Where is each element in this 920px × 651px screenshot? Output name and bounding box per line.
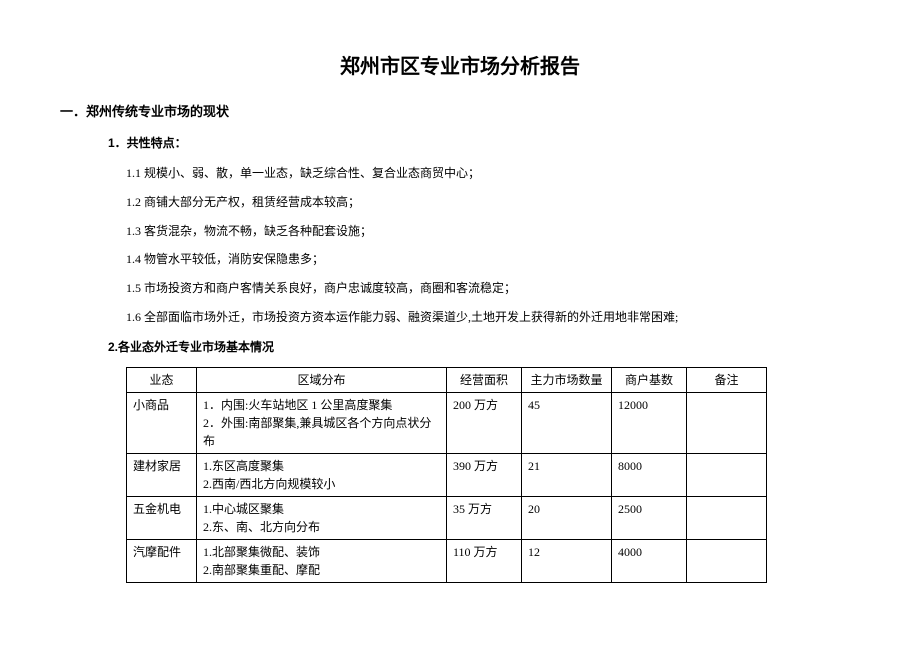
cell-base: 8000 (612, 453, 687, 496)
th-area: 经营面积 (447, 367, 522, 392)
body-line: 1.5 市场投资方和商户客情关系良好，商户忠诚度较高，商圈和客流稳定； (126, 280, 860, 297)
th-count: 主力市场数量 (522, 367, 612, 392)
table-row: 建材家居 1.东区高度聚集2.西南/西北方向规模较小 390 万方 21 800… (127, 453, 767, 496)
body-line: 1.4 物管水平较低，消防安保隐患多； (126, 251, 860, 268)
cell-dist: 1．内围:火车站地区 1 公里高度聚集2．外围:南部聚集,兼具城区各个方向点状分… (197, 392, 447, 453)
body-line: 1.2 商铺大部分无产权，租赁经营成本较高； (126, 194, 860, 211)
cell-count: 21 (522, 453, 612, 496)
cell-note (687, 392, 767, 453)
body-line: 1.1 规模小、弱、散，单一业态，缺乏综合性、复合业态商贸中心； (126, 165, 860, 182)
table-row: 汽摩配件 1.北部聚集微配、装饰2.南部聚集重配、摩配 110 万方 12 40… (127, 539, 767, 582)
th-distribution: 区域分布 (197, 367, 447, 392)
cell-note (687, 539, 767, 582)
table-row: 五金机电 1.中心城区聚集2.东、南、北方向分布 35 万方 20 2500 (127, 496, 767, 539)
document-page: 郑州市区专业市场分析报告 一．郑州传统专业市场的现状 1．共性特点： 1.1 规… (0, 0, 920, 603)
cell-cat: 汽摩配件 (127, 539, 197, 582)
sub-heading-1: 1．共性特点： (108, 134, 860, 151)
cell-area: 110 万方 (447, 539, 522, 582)
section-1-heading: 一．郑州传统专业市场的现状 (60, 101, 860, 120)
cell-dist: 1.中心城区聚集2.东、南、北方向分布 (197, 496, 447, 539)
cell-area: 390 万方 (447, 453, 522, 496)
cell-count: 20 (522, 496, 612, 539)
cell-count: 45 (522, 392, 612, 453)
cell-cat: 建材家居 (127, 453, 197, 496)
cell-area: 35 万方 (447, 496, 522, 539)
doc-title: 郑州市区专业市场分析报告 (60, 50, 860, 79)
cell-count: 12 (522, 539, 612, 582)
table-row: 小商品 1．内围:火车站地区 1 公里高度聚集2．外围:南部聚集,兼具城区各个方… (127, 392, 767, 453)
cell-area: 200 万方 (447, 392, 522, 453)
body-line: 1.3 客货混杂，物流不畅，缺乏各种配套设施； (126, 223, 860, 240)
cell-base: 4000 (612, 539, 687, 582)
cell-note (687, 453, 767, 496)
cell-note (687, 496, 767, 539)
cell-cat: 五金机电 (127, 496, 197, 539)
th-note: 备注 (687, 367, 767, 392)
market-table: 业态 区域分布 经营面积 主力市场数量 商户基数 备注 小商品 1．内围:火车站… (126, 367, 767, 583)
cell-base: 12000 (612, 392, 687, 453)
sub-heading-2: 2.各业态外迁专业市场基本情况 (108, 338, 860, 355)
table-header-row: 业态 区域分布 经营面积 主力市场数量 商户基数 备注 (127, 367, 767, 392)
cell-cat: 小商品 (127, 392, 197, 453)
cell-base: 2500 (612, 496, 687, 539)
cell-dist: 1.东区高度聚集2.西南/西北方向规模较小 (197, 453, 447, 496)
th-category: 业态 (127, 367, 197, 392)
body-line: 1.6 全部面临市场外迁，市场投资方资本运作能力弱、融资渠道少,土地开发上获得新… (126, 309, 860, 326)
cell-dist: 1.北部聚集微配、装饰2.南部聚集重配、摩配 (197, 539, 447, 582)
th-base: 商户基数 (612, 367, 687, 392)
